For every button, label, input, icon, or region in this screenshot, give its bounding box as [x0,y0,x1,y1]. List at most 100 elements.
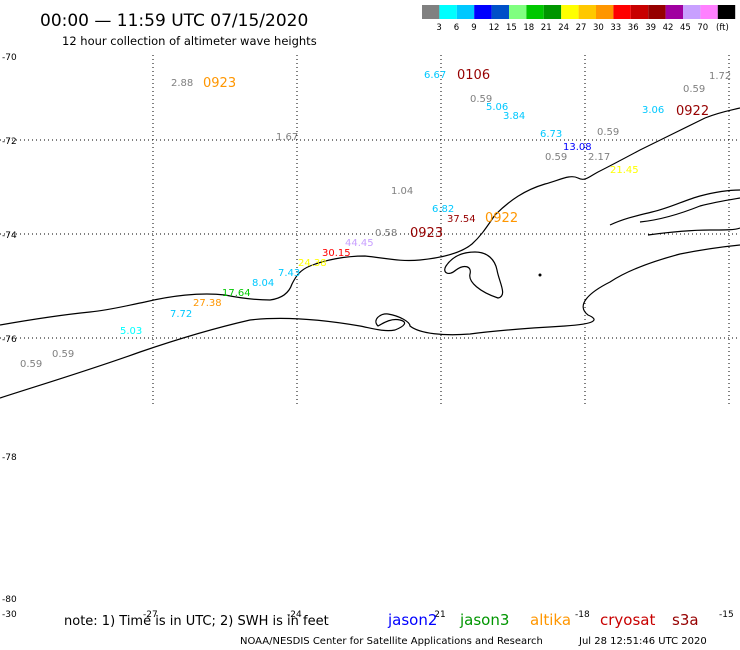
observation-label: 5.06 [486,102,508,113]
color-scale-swatch [526,5,544,19]
lon-label: -24 [287,610,302,620]
color-scale-tick: 70 [697,23,708,33]
lon-label: -30 [2,610,17,620]
wave-observations: 2.88 6.67 0.59 1.72 0.59 5.06 3.84 3.06 … [20,70,731,370]
latitude-labels: -70 -72 -74 -76 -78 -80 [2,53,17,605]
lon-label: -15 [719,610,734,620]
observation-label: 1.67 [276,132,298,143]
color-scale-swatch [422,5,440,19]
coastline [0,107,740,399]
map-subtitle: 12 hour collection of altimeter wave hei… [62,34,317,48]
observation-label: 6.67 [424,70,446,81]
color-scale-swatch [613,5,631,19]
pass-time-tag: 0923 [203,76,236,91]
color-scale-tick: 24 [558,23,569,33]
observation-label: 5.03 [120,326,142,337]
color-scale-swatch [543,5,562,19]
color-scale-swatch [509,5,527,19]
coastline-east-2 [639,197,740,223]
coastline-east [609,189,740,226]
mission-legend: jason2 jason3 altika cryosat s3a [387,611,699,629]
color-scale-tick: 3 [436,23,441,33]
lat-label: -72 [2,137,17,147]
coastline-east-3 [647,227,740,236]
observation-label: 3.84 [503,111,525,122]
color-scale-tick: 12 [489,23,500,33]
coastline-inlet [444,251,504,299]
color-scale-swatch [456,5,475,19]
observation-label: 0.59 [545,152,567,163]
color-scale-swatch [491,5,509,19]
observation-label: 1.72 [709,71,731,82]
color-scale-tick: 30 [593,23,604,33]
mission-label: jason2 [387,611,437,629]
lon-label: -21 [431,610,446,620]
footer-credit: NOAA/NESDIS Center for Satellite Applica… [240,636,543,647]
lon-label: -27 [143,610,158,620]
color-scale-swatch [630,5,649,19]
mission-label: altika [530,611,571,629]
observation-label: 0.59 [470,94,492,105]
color-scale-tick: 15 [506,23,517,33]
color-scale-swatch [665,5,683,19]
mission-label: jason3 [459,611,509,629]
observation-label: 0.59 [20,359,42,370]
color-scale-tick: 36 [628,23,639,33]
color-scale-tick: 21 [541,23,552,33]
lat-label: -74 [2,231,17,241]
pass-time-tag: 0922 [676,104,709,119]
observation-label: 8.04 [252,278,274,289]
color-scale-tick: 42 [663,23,674,33]
color-scale-swatch [439,5,457,19]
lat-label: -76 [2,335,17,345]
lon-label: -18 [575,610,590,620]
color-scale-swatch [648,5,666,19]
observation-label: 30.15 [322,248,351,259]
color-scale-swatch [596,5,614,19]
color-scale-swatch [474,5,492,19]
observation-label: 0.58 [375,228,397,239]
color-scale-tick: 27 [576,23,587,33]
observation-label: 24.38 [298,258,327,269]
color-scale-legend: 3 6 9 12 15 18 21 24 27 30 33 36 39 42 45 70 (ft) [422,5,736,33]
color-scale-swatch [700,5,718,19]
observation-label: 2.17 [588,152,610,163]
color-scale-tick: 18 [523,23,534,33]
observation-label: 6.82 [432,204,454,215]
longitude-labels: -30 -27 -24 -21 -18 -15 [2,610,734,620]
pass-time-tags: 0923 0106 0922 0922 0923 [203,68,709,241]
color-scale-swatch [561,5,579,19]
observation-label: 44.45 [345,238,374,249]
lat-label: -70 [2,53,17,63]
color-scale-swatch [578,5,596,19]
color-scale-tick: 45 [680,23,691,33]
lat-label: -78 [2,453,17,463]
observation-label: 0.59 [683,84,705,95]
observation-label: 0.59 [52,349,74,360]
graticule [0,55,740,405]
pass-time-tag: 0106 [457,68,490,83]
color-scale-swatch [717,5,736,19]
observation-label: 7.72 [170,309,192,320]
mission-label: s3a [672,611,699,629]
color-scale-unit: (ft) [716,23,729,33]
map-title: 00:00 — 11:59 UTC 07/15/2020 [40,11,308,31]
color-scale-tick: 6 [454,23,459,33]
coastline-main [0,244,740,399]
color-scale-tick: 33 [610,23,621,33]
observation-label: 1.04 [391,186,413,197]
footer-note: note: 1) Time is in UTC; 2) SWH is in fe… [64,614,329,629]
observation-label: 3.06 [642,105,664,116]
observation-label: 37.54 [447,214,476,225]
lat-label: -80 [2,595,17,605]
island-dot [538,273,542,277]
observation-label: 7.43 [278,268,300,279]
color-scale-swatch [683,5,701,19]
coastline-north [0,107,740,326]
pass-time-tag: 0922 [485,211,518,226]
observation-label: 0.59 [597,127,619,138]
observation-label: 21.45 [610,165,639,176]
pass-time-tag: 0923 [410,226,443,241]
observation-label: 27.38 [193,298,222,309]
